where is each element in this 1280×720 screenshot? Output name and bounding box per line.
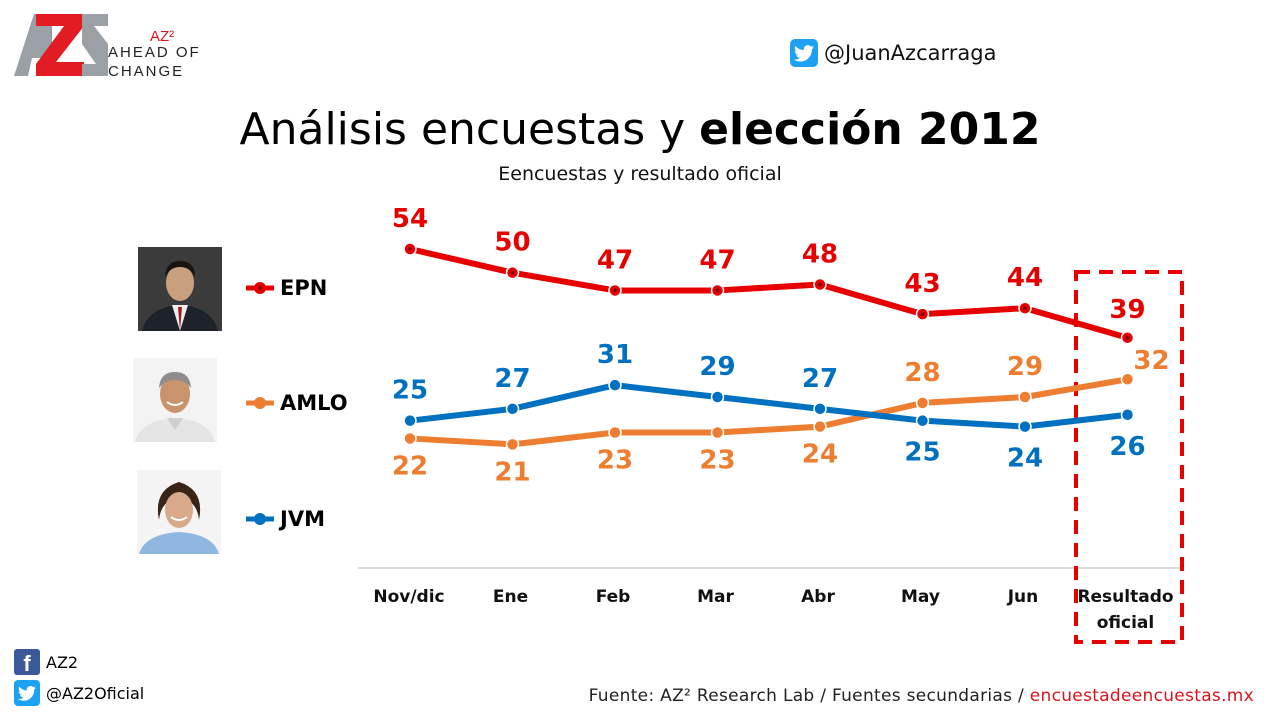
legend-label-jvm: JVM — [280, 507, 325, 531]
facebook-icon: f — [14, 649, 40, 675]
data-point-amlo — [608, 425, 622, 440]
x-tick-label: Abr — [801, 587, 835, 607]
series-line-epn — [407, 246, 1131, 341]
data-point-amlo — [1018, 390, 1032, 404]
data-label-jvm: 24 — [1007, 444, 1043, 474]
page-title: Análisis encuestas y elección 2012 — [0, 104, 1280, 155]
social-facebook[interactable]: f AZ2 — [14, 649, 78, 675]
legend-swatch-epn — [246, 282, 274, 294]
footer-source: Fuente: AZ² Research Lab / Fuentes secun… — [588, 686, 1030, 706]
data-point-jvm — [710, 390, 725, 404]
data-point-jvm — [915, 413, 930, 428]
data-point-center-epn — [715, 288, 720, 293]
data-label-epn: 44 — [1007, 263, 1043, 293]
legend-swatch-amlo — [246, 397, 274, 409]
data-point-jvm — [403, 413, 417, 428]
data-point-jvm — [608, 378, 622, 392]
data-label-amlo: 24 — [802, 440, 838, 470]
series-line-jvm — [407, 382, 1131, 430]
legend-swatch-jvm — [246, 513, 274, 525]
data-point-amlo — [915, 396, 930, 410]
data-point-amlo — [813, 419, 827, 434]
twitter-handle-top[interactable]: @JuanAzcarraga — [790, 38, 996, 68]
x-tick-label: Feb — [596, 587, 631, 607]
brand-line-2: CHANGE — [108, 63, 185, 80]
data-label-jvm: 31 — [597, 340, 633, 370]
az2-logo-mark — [14, 14, 108, 76]
data-label-amlo: 28 — [904, 358, 940, 388]
data-point-amlo — [403, 431, 417, 446]
data-label-amlo: 22 — [392, 451, 428, 481]
source-footer: Fuente: AZ² Research Lab / Fuentes secun… — [589, 686, 1254, 706]
data-label-amlo: 21 — [494, 457, 530, 487]
x-tick-label: Ene — [493, 587, 528, 607]
data-label-jvm: 25 — [904, 438, 940, 468]
twitter-handle-text: @JuanAzcarraga — [824, 41, 997, 65]
data-label-jvm: 25 — [392, 376, 428, 406]
data-label-epn: 47 — [699, 245, 735, 275]
data-point-jvm — [505, 402, 520, 416]
legend-label-amlo: AMLO — [280, 391, 348, 415]
legend-item-amlo: AMLO — [244, 391, 348, 415]
epn-photo — [138, 247, 222, 331]
data-point-center-epn — [510, 270, 515, 275]
x-tick-label: Nov/dic — [373, 587, 444, 607]
title-bold: elección 2012 — [699, 104, 1041, 155]
data-label-jvm: 27 — [494, 364, 530, 394]
data-point-jvm — [813, 402, 827, 416]
data-point-center-epn — [1125, 336, 1130, 340]
legend-item-jvm: JVM — [244, 507, 325, 531]
data-point-center-epn — [818, 282, 822, 287]
page-subtitle: Eencuestas y resultado oficial — [498, 163, 782, 185]
data-point-jvm — [1120, 408, 1135, 422]
data-point-center-epn — [613, 288, 617, 293]
brand-superscript: AZ² — [150, 28, 175, 45]
data-label-jvm: 27 — [802, 364, 838, 394]
data-point-amlo — [710, 425, 725, 440]
social-facebook-label: AZ2 — [46, 652, 79, 672]
x-tick-label: Mar — [697, 587, 734, 607]
x-tick-label: Resultado oficial — [1077, 587, 1173, 633]
data-point-center-epn — [920, 312, 925, 316]
data-point-amlo — [505, 437, 520, 452]
social-twitter[interactable]: @AZ2Oficial — [14, 680, 144, 706]
footer-link[interactable]: encuestadeencuestas.mx — [1029, 686, 1254, 706]
data-label-jvm: 26 — [1109, 432, 1145, 462]
brand-logo: AZ² AHEAD OF CHANGE — [12, 12, 202, 82]
legend-item-epn: EPN — [244, 276, 327, 300]
data-label-amlo: 23 — [597, 446, 633, 476]
data-label-amlo: 23 — [699, 446, 735, 476]
data-label-epn: 39 — [1109, 295, 1145, 325]
twitter-icon — [14, 680, 40, 706]
data-label-amlo: 32 — [1133, 346, 1169, 376]
data-point-amlo — [1120, 372, 1135, 386]
data-point-jvm — [1018, 419, 1032, 434]
data-label-amlo: 29 — [1007, 352, 1043, 382]
title-regular: Análisis encuestas y — [239, 104, 700, 155]
data-label-jvm: 29 — [699, 352, 735, 382]
social-twitter-label: @AZ2Oficial — [46, 683, 145, 703]
data-point-center-epn — [408, 247, 412, 251]
data-label-epn: 43 — [904, 269, 940, 299]
data-label-epn: 50 — [494, 228, 530, 258]
highlight-box-resultado-oficial — [1074, 270, 1184, 644]
jvm-photo — [137, 470, 221, 554]
x-tick-label: Jun — [1007, 587, 1039, 607]
data-point-center-epn — [1023, 306, 1027, 311]
series-line-amlo — [407, 376, 1131, 448]
data-label-epn: 48 — [802, 240, 838, 270]
amlo-photo — [133, 358, 217, 442]
data-label-epn: 54 — [392, 204, 428, 234]
brand-line-1: AHEAD OF — [108, 44, 201, 61]
legend-label-epn: EPN — [280, 276, 328, 300]
twitter-icon — [790, 39, 818, 67]
data-label-epn: 47 — [597, 245, 633, 275]
x-tick-label: May — [901, 587, 940, 607]
